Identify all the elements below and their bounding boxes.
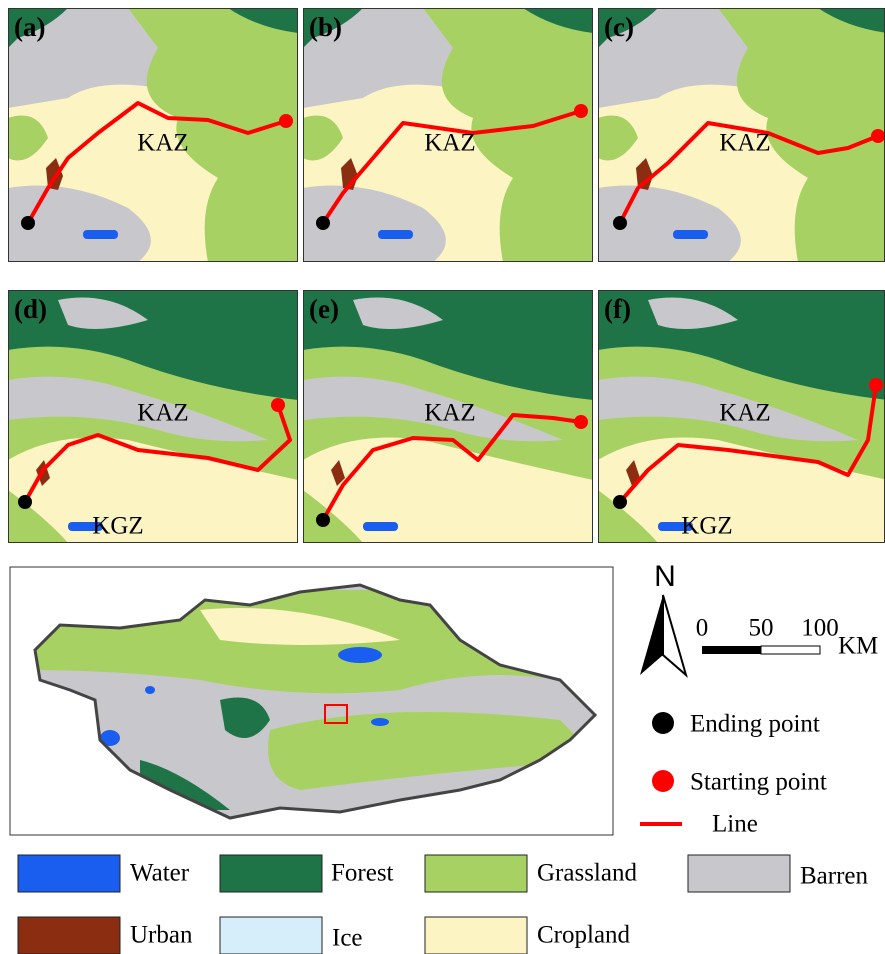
panel: (d) KAZ KGZ [8, 290, 298, 543]
panel-label: (b) [309, 12, 342, 42]
starting-point [279, 114, 293, 128]
legend-label: Urban [130, 922, 193, 949]
legend-swatch [220, 855, 322, 892]
legend-swatch [425, 917, 527, 954]
panel-label: (c) [604, 12, 634, 42]
water [145, 686, 155, 694]
scale-tick-label: 50 [749, 615, 774, 642]
region-label: KAZ [137, 130, 188, 157]
legend-label: Forest [331, 860, 394, 887]
starting-point [574, 104, 588, 118]
ending-point [18, 495, 32, 509]
legend-label: Ice [332, 925, 363, 952]
ending-point [316, 513, 330, 527]
legend-swatch [220, 917, 322, 954]
legend-label: Starting point [690, 769, 827, 796]
panel: (e) KAZ [303, 290, 593, 543]
figure: (a) KAZ (b) KAZ (c) KAZ (d) KAZ KGZ (e) KAZ (f) KAZ K… [0, 0, 885, 954]
region-label: KAZ [424, 400, 475, 427]
ending-point [613, 216, 627, 230]
starting-point [271, 398, 285, 412]
panel: (c) KAZ [598, 8, 885, 262]
legend-label: Grassland [537, 860, 637, 887]
water [338, 647, 382, 663]
panel-label: (f) [604, 294, 631, 324]
legend-label: Cropland [537, 922, 631, 949]
panel-label: (a) [14, 12, 45, 42]
region-label: KAZ [719, 400, 770, 427]
region-label: KAZ [719, 130, 770, 157]
starting-point [574, 415, 588, 429]
legend-label: Barren [800, 863, 869, 890]
ending-point [316, 216, 330, 230]
region-label: KGZ [92, 513, 143, 540]
legend-starting [652, 770, 674, 792]
ending-point [21, 216, 35, 230]
scale-unit: KM [838, 633, 878, 660]
region-label: KGZ [681, 513, 732, 540]
region-label: KAZ [137, 400, 188, 427]
legend-swatch [18, 917, 120, 954]
scale-seg-white [761, 646, 820, 654]
legend-swatch [425, 855, 527, 892]
panel-label: (d) [14, 294, 47, 324]
legend-label: Line [712, 811, 758, 838]
panel: (a) KAZ [8, 8, 298, 262]
scale-seg-black [702, 646, 761, 654]
water [378, 230, 413, 239]
legend-swatch [688, 855, 790, 892]
legend-swatch [18, 855, 120, 892]
scale-tick-label: 100 [801, 615, 839, 642]
water [673, 230, 708, 239]
legend-label: Water [130, 860, 190, 887]
north-label: N [654, 560, 676, 593]
water [363, 522, 398, 531]
water [83, 230, 118, 239]
legend-label: Ending point [690, 711, 820, 738]
legend-ending [652, 712, 674, 734]
water [371, 718, 389, 726]
starting-point [871, 129, 885, 143]
ending-point [613, 495, 627, 509]
starting-point [869, 378, 883, 392]
panel: (b) KAZ [303, 8, 593, 262]
panel-label: (e) [309, 294, 339, 324]
scale-tick-label: 0 [696, 615, 709, 642]
panel: (f) KAZ KGZ [598, 290, 885, 543]
region-label: KAZ [424, 130, 475, 157]
